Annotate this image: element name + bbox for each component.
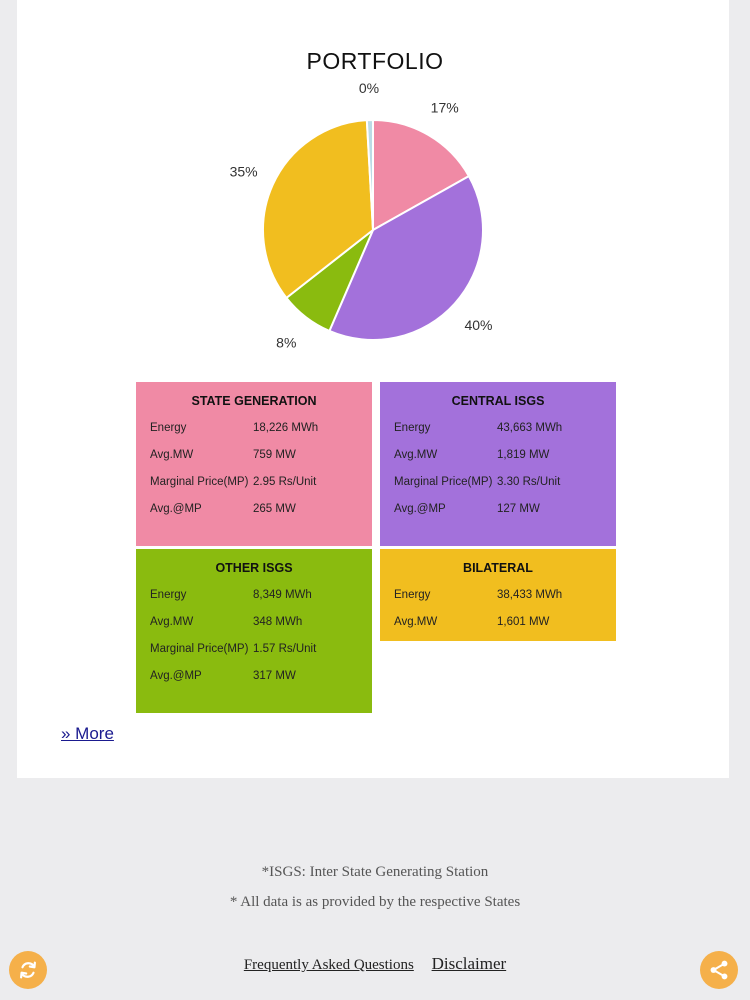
row-value: 18,226 MWh [253, 422, 319, 434]
state-generation-card: STATE GENERATION Energy 18,226 MWh Avg.M… [136, 382, 372, 546]
refresh-icon [20, 961, 36, 979]
row-label: Marginal Price(MP) [150, 643, 249, 655]
footer-links: Frequently Asked Questions Disclaimer [0, 954, 750, 974]
pie-label: 35% [230, 163, 258, 179]
other-isgs-card: OTHER ISGS Energy 8,349 MWh Avg.MW 348 M… [136, 549, 372, 713]
row-value: 1,601 MW [497, 616, 550, 628]
row-label: Avg.MW [150, 449, 194, 461]
row-value: 2.95 Rs/Unit [253, 476, 317, 488]
card-title: STATE GENERATION [191, 394, 317, 408]
row-value: 8,349 MWh [253, 589, 312, 601]
disclaimer-link[interactable]: Disclaimer [431, 954, 507, 973]
energy-row: Energy 18,226 MWh [150, 420, 358, 436]
data-source-footnote: * All data is as provided by the respect… [229, 894, 521, 910]
avg-mw-row: Avg.MW 1,601 MW [394, 614, 602, 630]
row-value: 759 MW [253, 449, 296, 461]
central-isgs-card: CENTRAL ISGS Energy 43,663 MWh Avg.MW 1,… [380, 382, 616, 546]
faq-link[interactable]: Frequently Asked Questions [243, 957, 414, 973]
avg-mw-row: Avg.MW 1,819 MW [394, 447, 602, 463]
card-title: BILATERAL [463, 561, 533, 575]
pie-label: 40% [464, 317, 492, 333]
row-label: Avg.MW [394, 616, 438, 628]
isgs-footnote: *ISGS: Inter State Generating Station [261, 864, 489, 880]
row-label: Avg.@MP [150, 503, 202, 515]
card-title: OTHER ISGS [215, 561, 293, 575]
row-value: 265 MW [253, 503, 296, 515]
row-label: Energy [150, 589, 187, 601]
card-title: CENTRAL ISGS [451, 394, 545, 408]
row-label: Marginal Price(MP) [150, 476, 249, 488]
row-value: 348 MWh [253, 616, 303, 628]
energy-row: Energy 8,349 MWh [150, 587, 358, 603]
row-label: Energy [394, 589, 431, 601]
energy-row: Energy 38,433 MWh [394, 587, 602, 603]
avg-at-mp-row: Avg.@MP 265 MW [150, 501, 358, 517]
bilateral-card: BILATERAL Energy 38,433 MWh Avg.MW 1,601… [380, 549, 616, 641]
marginal-price-row: Marginal Price(MP) 2.95 Rs/Unit [150, 474, 358, 490]
row-value: 1,819 MW [497, 449, 550, 461]
share-icon [710, 960, 728, 980]
avg-at-mp-row: Avg.@MP 127 MW [394, 501, 602, 517]
portfolio-pie-chart: 17% 40% 8% 35% 0% [230, 80, 493, 350]
pie-label: 8% [276, 334, 296, 350]
avg-mw-row: Avg.MW 759 MW [150, 447, 358, 463]
pie-slice-bilateral [262, 119, 375, 300]
row-value: 317 MW [253, 670, 296, 682]
row-label: Avg.MW [394, 449, 438, 461]
pie-slice-other [365, 118, 374, 231]
row-label: Avg.@MP [150, 670, 202, 682]
refresh-button[interactable] [9, 951, 47, 989]
row-label: Energy [150, 422, 187, 434]
avg-mw-row: Avg.MW 348 MWh [150, 614, 358, 630]
row-value: 127 MW [497, 503, 540, 515]
row-label: Energy [394, 422, 431, 434]
pie-slice-central-isgs [328, 174, 484, 341]
row-value: 38,433 MWh [497, 589, 563, 601]
row-value: 43,663 MWh [497, 422, 563, 434]
row-label: Marginal Price(MP) [394, 476, 493, 488]
row-label: Avg.@MP [394, 503, 446, 515]
pie-label: 17% [431, 99, 459, 115]
row-value: 3.30 Rs/Unit [497, 476, 561, 488]
more-link[interactable]: » More [61, 724, 114, 743]
avg-at-mp-row: Avg.@MP 317 MW [150, 668, 358, 684]
energy-row: Energy 43,663 MWh [394, 420, 602, 436]
marginal-price-row: Marginal Price(MP) 1.57 Rs/Unit [150, 641, 358, 657]
row-value: 1.57 Rs/Unit [253, 643, 317, 655]
pie-label: 0% [359, 80, 379, 96]
chart-title: PORTFOLIO [306, 48, 444, 74]
marginal-price-row: Marginal Price(MP) 3.30 Rs/Unit [394, 474, 602, 490]
pie-slice-state-generation [372, 118, 471, 232]
row-label: Avg.MW [150, 616, 194, 628]
share-button[interactable] [700, 951, 738, 989]
